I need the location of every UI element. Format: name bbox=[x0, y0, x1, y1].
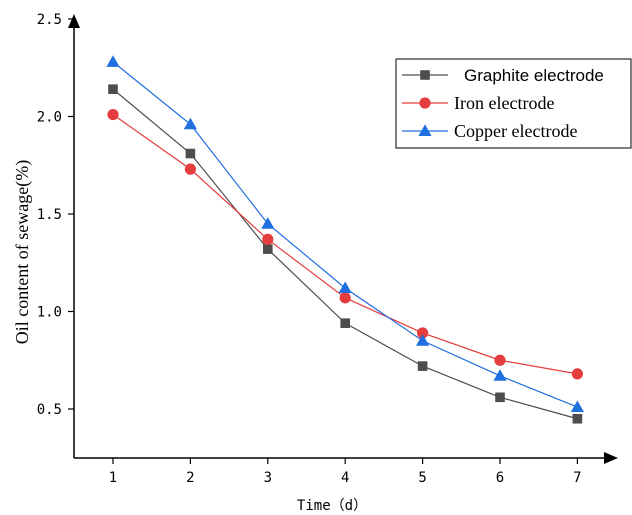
data-point bbox=[183, 117, 197, 130]
data-point bbox=[261, 217, 275, 229]
x-tick-label: 3 bbox=[264, 470, 272, 486]
legend-label: Iron electrode bbox=[454, 93, 554, 113]
series-layer bbox=[106, 55, 584, 424]
y-tick-label: 2.5 bbox=[37, 12, 62, 28]
legend-marker bbox=[420, 70, 430, 80]
data-point bbox=[570, 400, 584, 412]
legend-marker bbox=[418, 124, 432, 136]
x-axis-label: Time（d） bbox=[297, 498, 367, 514]
x-tick-label: 6 bbox=[496, 470, 504, 486]
x-tick-label: 2 bbox=[186, 470, 194, 486]
ticks: 1 2 3 4 5 6 7 0.5 1.0 1.5 2.0 2.5 bbox=[37, 12, 582, 486]
y-tick-label: 0.5 bbox=[37, 402, 62, 418]
legend-label: Graphite electrode bbox=[464, 66, 604, 85]
y-tick-label: 1.5 bbox=[37, 207, 62, 223]
y-tick-label: 1.0 bbox=[37, 305, 62, 321]
series-triangle bbox=[106, 55, 584, 412]
data-point bbox=[262, 233, 274, 245]
series-circle bbox=[107, 108, 584, 380]
data-point bbox=[107, 108, 119, 121]
data-point bbox=[339, 292, 351, 304]
data-point bbox=[185, 148, 196, 159]
data-point bbox=[493, 369, 507, 381]
legend-label: Copper electrode bbox=[454, 121, 577, 141]
data-point bbox=[338, 281, 352, 294]
legend-marker bbox=[419, 97, 431, 109]
data-point bbox=[106, 55, 120, 67]
data-point bbox=[263, 244, 273, 254]
data-point bbox=[495, 392, 505, 403]
data-point bbox=[340, 318, 350, 328]
series-line bbox=[112, 114, 578, 375]
data-point bbox=[572, 413, 583, 424]
data-point bbox=[571, 368, 584, 380]
series-square bbox=[108, 84, 583, 424]
data-point bbox=[184, 163, 196, 175]
legend: Graphite electrode Iron electrode Copper e… bbox=[395, 58, 632, 149]
y-axis-label: Oil content of sewage(%) bbox=[12, 160, 33, 344]
data-point bbox=[494, 354, 506, 366]
y-tick-label: 2.0 bbox=[37, 110, 62, 126]
x-axis-arrow bbox=[604, 452, 618, 464]
x-tick-label: 4 bbox=[341, 470, 349, 486]
y-axis-arrow bbox=[68, 14, 80, 28]
x-tick-label: 7 bbox=[573, 470, 581, 486]
data-point bbox=[417, 327, 429, 339]
data-point bbox=[416, 334, 430, 346]
x-tick-label: 1 bbox=[109, 470, 117, 486]
axes bbox=[68, 14, 618, 464]
data-point bbox=[108, 84, 118, 94]
data-point bbox=[417, 361, 428, 371]
x-tick-label: 5 bbox=[418, 470, 426, 486]
